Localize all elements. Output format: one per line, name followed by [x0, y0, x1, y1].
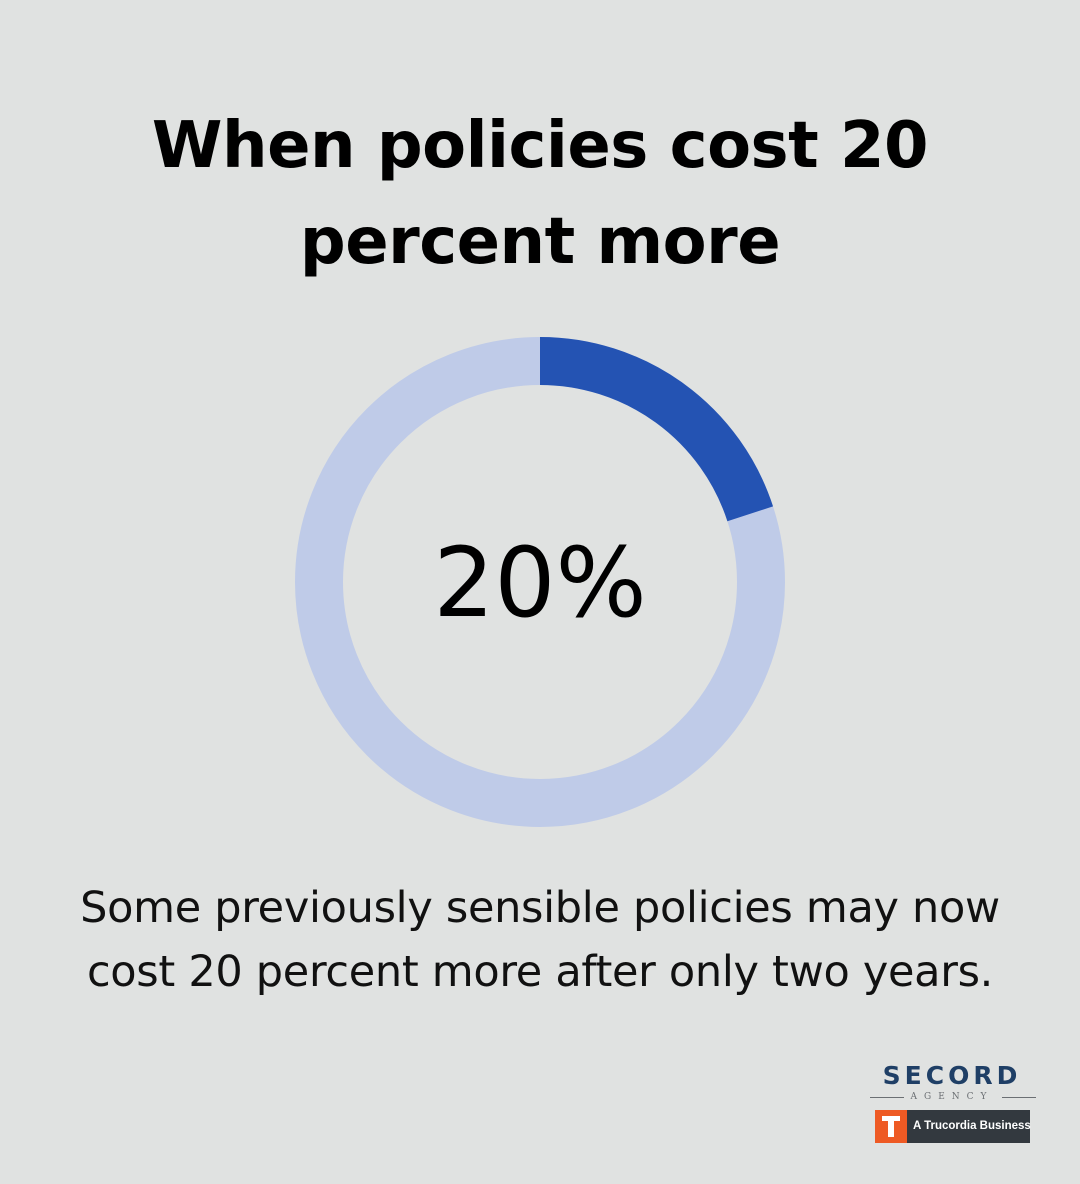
page-title: When policies cost 20 percent more: [151, 109, 929, 279]
chart-caption: Some previously sensible policies may no…: [80, 883, 1000, 997]
agency-subtitle-text: AGENCY: [910, 1092, 994, 1102]
subtitle-rule-left: [870, 1097, 904, 1098]
badge-text: A Trucordia Business: [913, 1120, 1031, 1132]
trucordia-t-icon: [875, 1110, 907, 1143]
donut-value-segment: [295, 337, 785, 827]
agency-name: SECORD: [882, 1061, 1022, 1090]
agency-logo: SECORD AGENCY A Trucordia Business: [862, 1062, 1042, 1148]
donut-chart: 20%: [295, 337, 785, 827]
agency-subtitle: AGENCY: [862, 1091, 1042, 1103]
donut-chart-svg: 20%: [295, 337, 785, 827]
subtitle-rule-right: [1002, 1097, 1036, 1098]
trucordia-badge: A Trucordia Business: [875, 1110, 1031, 1143]
donut-center-label: 20%: [433, 527, 646, 639]
